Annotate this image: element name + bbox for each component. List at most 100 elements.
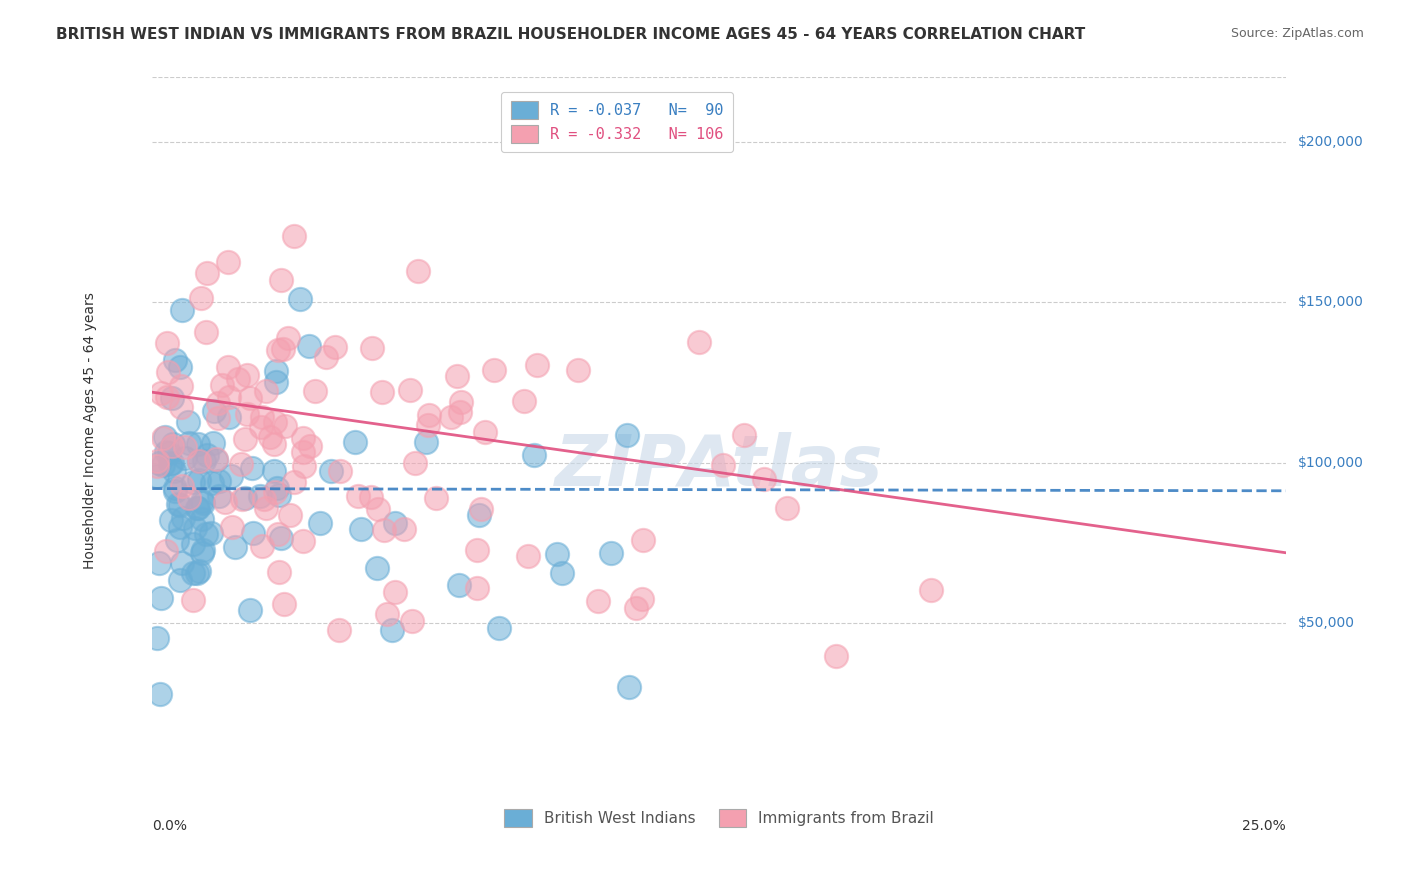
Point xyxy=(162,437,184,451)
Point xyxy=(418,409,440,423)
Legend: British West Indians, Immigrants from Brazil: British West Indians, Immigrants from Br… xyxy=(498,803,941,833)
Point xyxy=(169,498,191,512)
Point xyxy=(254,500,277,515)
Point xyxy=(630,592,652,607)
Point xyxy=(188,454,211,468)
Point xyxy=(617,680,640,694)
Point xyxy=(344,434,367,449)
Point xyxy=(266,481,288,495)
Point xyxy=(415,435,437,450)
Point xyxy=(202,404,225,418)
Point xyxy=(202,436,225,450)
Point xyxy=(155,445,177,459)
Point xyxy=(254,384,277,398)
Point xyxy=(624,600,647,615)
Point xyxy=(325,340,347,354)
Point xyxy=(270,531,292,545)
Point xyxy=(170,400,193,414)
Point xyxy=(155,544,177,558)
Point xyxy=(181,537,204,551)
Point xyxy=(187,437,209,451)
Point xyxy=(217,255,239,269)
Point xyxy=(239,391,262,405)
Point xyxy=(263,437,285,451)
Point xyxy=(450,395,472,409)
Point xyxy=(465,542,488,557)
Point xyxy=(159,457,181,471)
Point xyxy=(264,375,287,389)
Point xyxy=(160,457,183,471)
Point xyxy=(488,621,510,635)
Point xyxy=(173,440,195,454)
Point xyxy=(586,594,609,608)
Point xyxy=(149,687,172,701)
Point xyxy=(188,473,211,487)
Point xyxy=(149,386,172,401)
Point xyxy=(250,540,273,554)
Point xyxy=(523,448,546,462)
Point xyxy=(205,453,228,467)
Point xyxy=(381,623,404,637)
Point xyxy=(373,523,395,537)
Point xyxy=(193,454,215,468)
Point xyxy=(292,458,315,473)
Point xyxy=(269,487,291,501)
Point xyxy=(172,510,194,524)
Point xyxy=(207,489,229,503)
Point xyxy=(526,358,548,372)
Point xyxy=(177,415,200,429)
Point xyxy=(146,631,169,645)
Point xyxy=(160,439,183,453)
Point xyxy=(776,500,799,515)
Point xyxy=(321,464,343,478)
Point xyxy=(191,512,214,526)
Point xyxy=(266,526,288,541)
Point xyxy=(172,479,194,493)
Point xyxy=(616,428,638,442)
Point xyxy=(190,546,212,560)
Point xyxy=(360,490,382,504)
Point xyxy=(240,461,263,475)
Point xyxy=(447,577,470,591)
Point xyxy=(328,623,350,637)
Point xyxy=(384,584,406,599)
Point xyxy=(470,501,492,516)
Point xyxy=(170,303,193,318)
Point xyxy=(315,350,337,364)
Point xyxy=(733,427,755,442)
Point xyxy=(233,491,256,505)
Point xyxy=(226,372,249,386)
Point xyxy=(219,469,242,483)
Point xyxy=(187,501,209,516)
Point xyxy=(292,445,315,459)
Point xyxy=(269,565,291,579)
Point xyxy=(166,533,188,548)
Point xyxy=(162,464,184,478)
Point xyxy=(468,508,491,523)
Point xyxy=(235,407,257,421)
Text: $100,000: $100,000 xyxy=(1298,456,1364,470)
Point xyxy=(754,472,776,486)
Point xyxy=(152,458,174,473)
Point xyxy=(474,425,496,440)
Point xyxy=(208,475,231,489)
Point xyxy=(194,325,217,339)
Point xyxy=(169,573,191,587)
Point xyxy=(190,291,212,305)
Point xyxy=(181,475,204,490)
Point xyxy=(184,521,207,535)
Point xyxy=(152,431,174,445)
Text: $150,000: $150,000 xyxy=(1298,295,1364,310)
Point xyxy=(283,475,305,489)
Point xyxy=(148,557,170,571)
Point xyxy=(346,489,368,503)
Point xyxy=(191,496,214,510)
Point xyxy=(273,598,295,612)
Point xyxy=(170,379,193,393)
Point xyxy=(406,264,429,278)
Point xyxy=(173,450,195,465)
Point xyxy=(367,502,389,516)
Text: BRITISH WEST INDIAN VS IMMIGRANTS FROM BRAZIL HOUSEHOLDER INCOME AGES 45 - 64 YE: BRITISH WEST INDIAN VS IMMIGRANTS FROM B… xyxy=(56,27,1085,42)
Text: $200,000: $200,000 xyxy=(1298,135,1364,149)
Point xyxy=(308,516,330,530)
